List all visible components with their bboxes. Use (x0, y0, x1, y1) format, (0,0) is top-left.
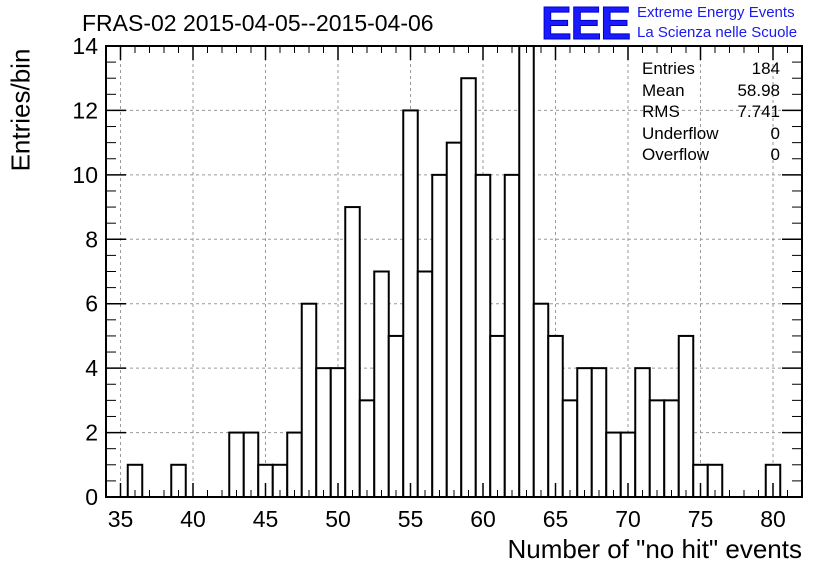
x-tick-label: 40 (180, 506, 206, 532)
y-tick-label: 10 (72, 162, 98, 188)
x-tick-label: 35 (108, 506, 134, 532)
histogram-bar (547, 334, 564, 498)
eee-logo-mark: EEE (540, 0, 631, 49)
x-tick-label: 55 (398, 506, 424, 532)
histogram-bar (387, 334, 405, 498)
tick-labels: 35 40 45 50 55 60 65 70 75 80 0 2 4 6 8 10 12 14 (72, 33, 785, 532)
y-axis-label-wrap: Entries/bin (6, 0, 36, 572)
y-axis-label: Entries/bin (5, 48, 36, 172)
histogram-bar (373, 270, 390, 498)
stat-value: 184 (751, 59, 780, 78)
histogram-bar (648, 399, 666, 499)
y-tick-label: 8 (85, 226, 98, 252)
histogram-bar (402, 109, 419, 499)
stat-value: 0 (770, 145, 780, 164)
stat-label: RMS (642, 102, 680, 121)
histogram-bar (460, 77, 477, 498)
y-tick-label: 6 (85, 291, 98, 317)
stat-row-rms: RMS 7.741 (642, 101, 780, 123)
logo-line-2: La Scienza nelle Scuole (637, 24, 798, 41)
histogram-bar (228, 431, 245, 499)
histogram-bar (431, 173, 448, 498)
histogram-bar (634, 367, 651, 498)
x-tick-label: 60 (470, 506, 496, 532)
y-tick-label: 4 (85, 355, 98, 381)
x-tick-label: 70 (615, 506, 641, 532)
x-tick-label: 75 (688, 506, 714, 532)
x-tick-label: 45 (253, 506, 279, 532)
y-tick-label: 12 (72, 97, 98, 123)
y-tick-label: 14 (72, 33, 98, 59)
histogram-bar (663, 399, 680, 499)
stat-row-entries: Entries 184 (642, 58, 780, 80)
stat-label: Overflow (642, 145, 710, 164)
stats-box: Entries 184 Mean 58.98 RMS 7.741 Underfl… (642, 58, 780, 166)
logo-line-1: Extreme Energy Events (637, 4, 795, 21)
stat-label: Underflow (642, 123, 719, 143)
y-tick-label: 0 (85, 484, 98, 510)
stat-row-underflow: Underflow 0 (642, 123, 780, 145)
histogram-bar (605, 431, 622, 499)
histogram-bar (358, 399, 376, 499)
histogram-bar (503, 173, 521, 498)
stat-label: Mean (642, 80, 685, 100)
stat-value: 7.741 (737, 102, 780, 121)
stat-label: Entries (642, 59, 695, 78)
histogram-bar (474, 173, 492, 498)
axis-ticks (105, 45, 803, 498)
stat-value: 0 (770, 123, 780, 143)
stat-value: 58.98 (737, 80, 780, 100)
histogram-bar (532, 302, 550, 499)
histogram-bar (329, 367, 347, 498)
histogram-bar (242, 431, 260, 499)
histogram-bar (489, 334, 506, 498)
stat-row-overflow: Overflow 0 (642, 144, 780, 166)
histogram-bar (677, 334, 695, 498)
x-tick-label: 65 (543, 506, 569, 532)
stat-row-mean: Mean 58.98 (642, 80, 780, 102)
histogram-bar (300, 302, 318, 499)
histogram-bars (126, 45, 782, 499)
histogram-bar (344, 206, 361, 498)
y-tick-label: 2 (85, 420, 98, 446)
histogram-bar (416, 270, 434, 498)
histogram-bar (590, 367, 608, 498)
chart-title: FRAS-02 2015-04-05--2015-04-06 (82, 10, 434, 36)
histogram-bar (518, 45, 535, 498)
x-axis-label: Number of "no hit" events (507, 534, 803, 564)
histogram-bar (561, 399, 579, 499)
x-tick-label: 50 (325, 506, 351, 532)
x-tick-label: 80 (760, 506, 786, 532)
histogram-bar (286, 431, 303, 499)
histogram-bar (315, 367, 332, 498)
histogram-bar (576, 367, 593, 498)
histogram-bar (445, 141, 463, 498)
